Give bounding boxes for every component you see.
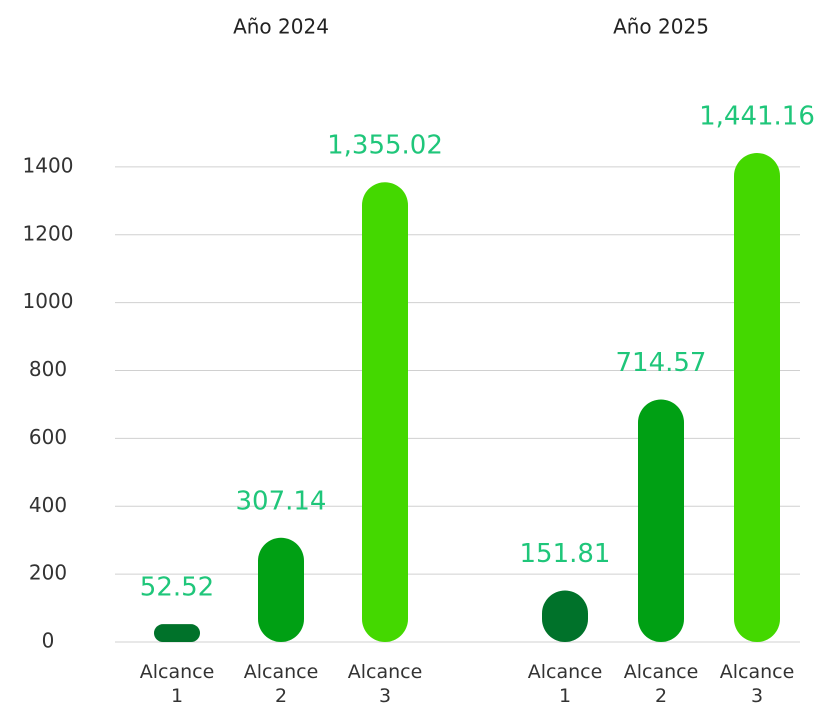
x-tick-label: Alcance 1 [139,661,215,707]
x-tick-label: Alcance 3 [347,661,423,707]
value-label: 1,441.16 [699,101,815,131]
y-tick-label: 1200 [23,221,74,245]
y-tick-label: 400 [29,493,67,517]
y-tick-label: 1400 [23,153,74,177]
bar [638,399,684,642]
y-tick-label: 0 [42,629,55,653]
bar [258,537,304,642]
x-tick-label: Alcance 1 [527,661,603,707]
x-tick-label: Alcance 3 [719,661,795,707]
y-tick-label: 200 [29,561,67,585]
bar [734,152,780,642]
value-label: 1,355.02 [327,131,443,161]
bar [362,182,408,643]
group-title: Año 2024 [233,15,329,39]
x-tick-label: Alcance 2 [623,661,699,707]
value-label: 52.52 [140,573,214,603]
value-label: 151.81 [520,539,611,569]
y-tick-label: 1000 [23,289,74,313]
x-tick-label: Alcance 2 [243,661,319,707]
value-label: 307.14 [236,486,327,516]
bar [154,624,200,642]
value-label: 714.57 [616,348,707,378]
group-title: Año 2025 [613,15,709,39]
bar [542,590,588,642]
y-tick-label: 800 [29,357,67,381]
y-tick-label: 600 [29,425,67,449]
